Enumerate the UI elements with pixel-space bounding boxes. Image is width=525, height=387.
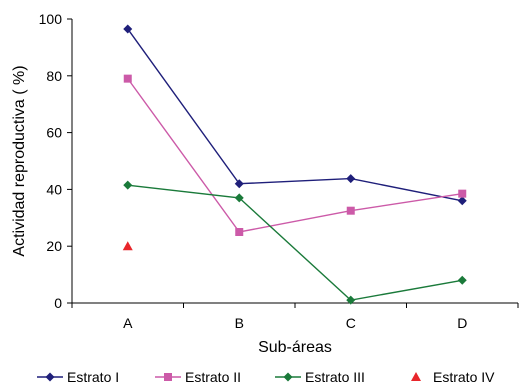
axes (71, 19, 518, 304)
legend-label: Estrato I (67, 369, 119, 385)
legend-marker (411, 372, 421, 381)
data-point (346, 295, 356, 305)
data-point (234, 193, 244, 203)
x-tick-label: D (457, 315, 467, 331)
x-axis-title: Sub-áreas (258, 339, 332, 356)
y-tick-label: 80 (46, 68, 62, 84)
y-tick-label: 60 (46, 125, 62, 141)
series-line (127, 28, 463, 202)
data-point (123, 180, 133, 190)
series-2 (123, 74, 467, 236)
legend-item: Estrato II (155, 369, 241, 385)
legend-marker (45, 372, 55, 382)
y-tick-label: 100 (39, 11, 63, 27)
series-line (127, 184, 463, 301)
y-ticks: 0 20 40 60 80 100 (39, 11, 72, 311)
data-point (346, 206, 355, 215)
data-point (122, 241, 133, 251)
x-tick-label: B (235, 315, 244, 331)
x-ticks: A B C D (71, 303, 519, 331)
legend: Estrato I Estrato II Estrato III Estrato IV (37, 369, 495, 385)
series-layer (122, 24, 467, 305)
y-tick-label: 40 (46, 181, 62, 197)
legend-label: Estrato III (305, 369, 365, 385)
legend-label: Estrato IV (433, 369, 495, 385)
data-point (457, 275, 467, 285)
x-tick-label: A (123, 315, 133, 331)
x-tick-label: C (346, 315, 356, 331)
data-point (458, 189, 467, 198)
series-4 (122, 241, 133, 251)
data-point (235, 228, 244, 236)
data-point (346, 174, 356, 184)
data-point (234, 179, 244, 189)
y-tick-label: 0 (54, 295, 62, 311)
legend-item: Estrato I (37, 369, 119, 385)
legend-marker (164, 373, 172, 381)
legend-marker (283, 372, 293, 382)
legend-item: Estrato IV (411, 369, 495, 385)
data-point (123, 24, 133, 34)
series-line (127, 78, 463, 233)
data-point (123, 74, 132, 83)
legend-item: Estrato III (275, 369, 365, 385)
legend-label: Estrato II (185, 369, 241, 385)
series-1 (123, 24, 467, 206)
series-3 (123, 180, 467, 305)
y-tick-label: 20 (46, 238, 62, 254)
y-axis-title: Actividad reproductiva ( %) (11, 65, 28, 256)
data-point (457, 196, 467, 206)
